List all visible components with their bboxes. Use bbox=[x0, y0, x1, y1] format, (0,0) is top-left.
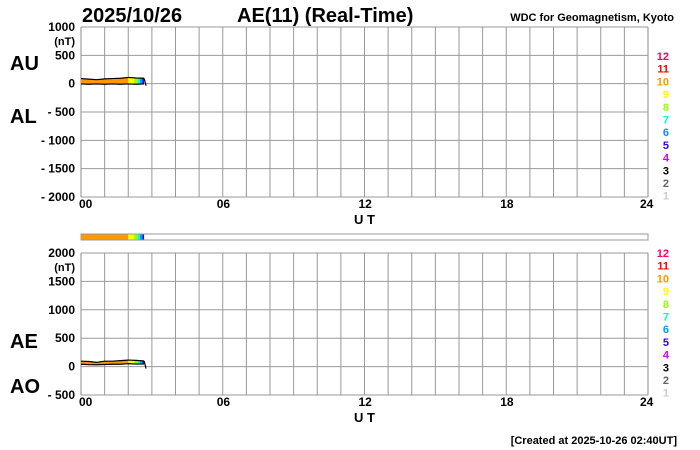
station-count-label: 6 bbox=[663, 127, 669, 139]
created-label: [Created at 2025-10-26 02:40UT] bbox=[511, 435, 678, 447]
unit-label: (nT) bbox=[54, 262, 75, 274]
source-label: WDC for Geomagnetism, Kyoto bbox=[510, 12, 674, 24]
y-tick-label: - 2000 bbox=[41, 190, 75, 204]
y-tick-label: 500 bbox=[55, 331, 75, 345]
series-end bbox=[143, 360, 147, 369]
ylabel-top: AU bbox=[10, 53, 39, 75]
station-count-label: 10 bbox=[657, 76, 669, 88]
station-count-label: 10 bbox=[657, 273, 669, 285]
unit-label: (nT) bbox=[54, 36, 75, 48]
band-segment bbox=[81, 77, 129, 85]
station-count-label: 1 bbox=[663, 191, 669, 203]
station-count-label: 9 bbox=[663, 89, 669, 101]
x-tick-label: 00 bbox=[79, 197, 93, 211]
coverage-segment bbox=[134, 234, 138, 240]
station-count-label: 4 bbox=[663, 350, 670, 362]
y-tick-label: - 500 bbox=[48, 388, 76, 402]
series-line-au bbox=[80, 76, 145, 81]
x-axis-label: U T bbox=[354, 212, 375, 227]
station-count-label: 6 bbox=[663, 324, 669, 336]
coverage-segment bbox=[142, 234, 145, 240]
y-tick-label: - 1500 bbox=[41, 162, 75, 176]
station-count-label: 11 bbox=[657, 261, 669, 273]
y-tick-label: 500 bbox=[55, 48, 75, 62]
station-count-label: 3 bbox=[663, 165, 669, 177]
station-count-label: 9 bbox=[663, 286, 669, 298]
x-tick-label: 00 bbox=[79, 395, 93, 409]
x-tick-label: 06 bbox=[217, 395, 231, 409]
y-tick-label: - 500 bbox=[48, 105, 76, 119]
station-count-label: 4 bbox=[663, 153, 670, 165]
station-count-label: 7 bbox=[663, 312, 669, 324]
station-count-label: 1 bbox=[663, 388, 669, 400]
coverage-segment bbox=[137, 234, 141, 240]
y-tick-label: 2000 bbox=[48, 246, 75, 260]
x-tick-label: 12 bbox=[359, 395, 373, 409]
y-tick-label: 1000 bbox=[48, 20, 75, 34]
ylabel-top: AE bbox=[10, 331, 38, 353]
x-tick-label: 24 bbox=[640, 395, 654, 409]
x-tick-label: 18 bbox=[500, 395, 514, 409]
y-tick-label: - 1000 bbox=[41, 133, 75, 147]
y-tick-label: 0 bbox=[68, 77, 75, 91]
band-segment bbox=[142, 77, 145, 85]
coverage-segment bbox=[81, 234, 129, 240]
coverage-segment bbox=[128, 234, 135, 240]
station-count-label: 12 bbox=[657, 248, 669, 260]
date-title: 2025/10/26 bbox=[82, 5, 182, 27]
station-count-label: 8 bbox=[663, 102, 669, 114]
band-segment bbox=[140, 77, 143, 85]
x-tick-label: 18 bbox=[500, 197, 514, 211]
x-axis-label: U T bbox=[354, 410, 375, 425]
band-segment bbox=[137, 77, 141, 85]
index-title: AE(11) (Real-Time) bbox=[237, 5, 413, 27]
station-count-label: 5 bbox=[663, 140, 669, 152]
coverage-segment bbox=[140, 234, 143, 240]
band-segment bbox=[134, 77, 138, 85]
station-count-label: 12 bbox=[657, 51, 669, 63]
station-count-label: 7 bbox=[663, 115, 669, 127]
x-tick-label: 06 bbox=[217, 197, 231, 211]
station-count-label: 3 bbox=[663, 362, 669, 374]
y-tick-label: 1000 bbox=[48, 303, 75, 317]
series-line-ae bbox=[80, 359, 145, 363]
x-tick-label: 12 bbox=[359, 197, 373, 211]
series-line-ao bbox=[80, 363, 145, 366]
ylabel-bottom: AL bbox=[10, 106, 37, 128]
series-end bbox=[143, 78, 147, 86]
station-count-label: 2 bbox=[663, 375, 669, 387]
y-tick-label: 1500 bbox=[48, 274, 75, 288]
ylabel-bottom: AO bbox=[10, 376, 40, 398]
station-count-label: 11 bbox=[657, 64, 669, 76]
station-count-label: 2 bbox=[663, 178, 669, 190]
y-tick-label: 0 bbox=[68, 360, 75, 374]
station-count-label: 8 bbox=[663, 299, 669, 311]
band-segment bbox=[128, 77, 135, 85]
coverage-bar bbox=[80, 233, 649, 241]
station-count-label: 5 bbox=[663, 337, 669, 349]
x-tick-label: 24 bbox=[640, 197, 654, 211]
